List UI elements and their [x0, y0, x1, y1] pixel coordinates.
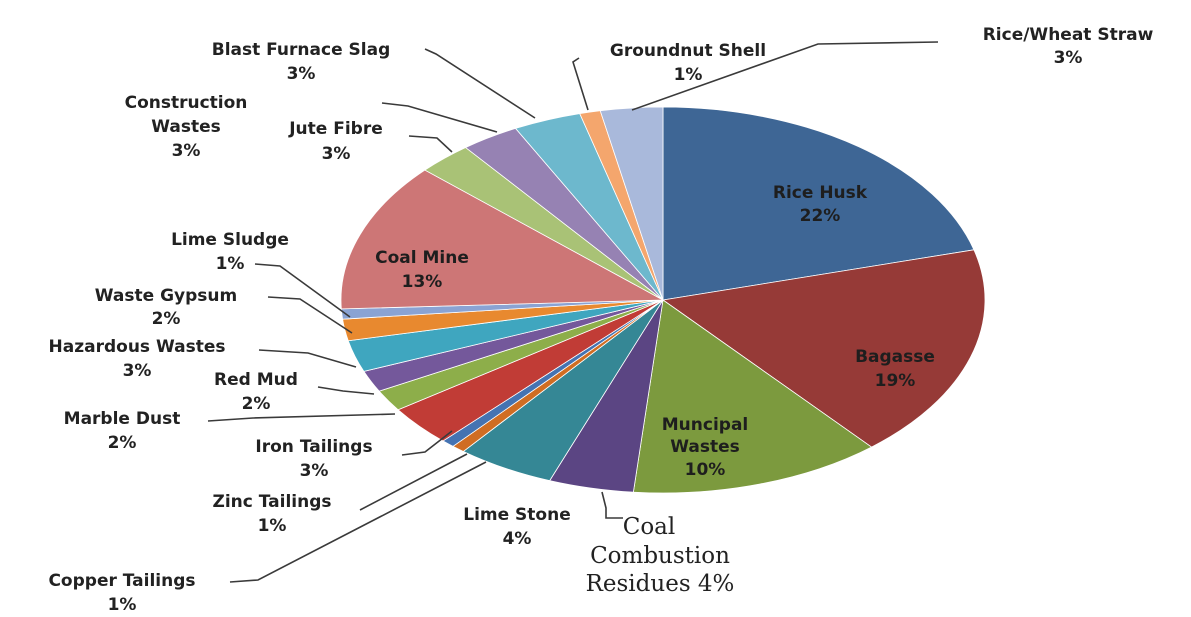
leader-line-rice-wheat-straw: [631, 41, 939, 111]
leader-line-blast-furnace-slag: [424, 48, 536, 119]
slice-label-waste-gypsum: Waste Gypsum: [95, 286, 237, 306]
slice-label-bagasse: Bagasse: [855, 347, 935, 367]
slice-value-coal-mine: 13%: [402, 272, 443, 292]
leader-line-groundnut-shell: [572, 57, 589, 111]
slice-value-hazardous-wastes: 3%: [123, 361, 152, 381]
slice-label-red-mud: Red Mud: [214, 370, 298, 390]
slice-label-groundnut-shell: Groundnut Shell: [610, 41, 766, 61]
leader-line-copper-tailings: [229, 461, 487, 583]
leader-line-waste-gypsum: [267, 296, 353, 334]
slice-label-rice-husk: Rice Husk: [773, 183, 868, 203]
slice-value-marble-dust: 2%: [108, 433, 137, 453]
slice-value-rice-wheat-straw: 3%: [1054, 48, 1083, 68]
leader-line-construction-wastes: [381, 102, 498, 133]
leader-line-red-mud: [317, 386, 375, 395]
slice-label-blast-furnace-slag: Blast Furnace Slag: [212, 40, 390, 60]
pie-slice-coal-mine: [340, 169, 665, 310]
leader-line-lime-sludge: [254, 263, 351, 318]
slice-value-lime-sludge: 1%: [216, 254, 245, 274]
slice-value-waste-gypsum: 2%: [152, 309, 181, 329]
slice-label-coal-combustion-residues-line3: Residues 4%: [586, 571, 735, 597]
leader-line-zinc-tailings: [359, 453, 468, 511]
leader-line-jute-fibre: [408, 135, 453, 153]
slice-value-red-mud: 2%: [242, 394, 271, 414]
slice-label-marble-dust: Marble Dust: [64, 409, 181, 429]
slice-value-construction-wastes: 3%: [172, 141, 201, 161]
slice-value-muncipal-wastes: 10%: [685, 460, 726, 480]
leader-line-hazardous-wastes: [258, 349, 357, 368]
leader-line-coal-combustion-residues: [601, 491, 623, 519]
leader-lines: [207, 41, 939, 583]
pie-slice-bagasse: [661, 249, 986, 448]
pie-slice-rice-wheat-straw: [599, 106, 664, 301]
slice-value-groundnut-shell: 1%: [674, 65, 703, 85]
pie-slices: [340, 106, 986, 494]
pie-slice-muncipal-wastes: [632, 299, 873, 494]
slice-value-bagasse: 19%: [875, 371, 916, 391]
slice-label-hazardous-wastes: Hazardous Wastes: [49, 337, 226, 357]
slice-label-muncipal-wastes-line2: Wastes: [670, 437, 740, 457]
slice-label-iron-tailings: Iron Tailings: [255, 437, 372, 457]
slice-label-zinc-tailings: Zinc Tailings: [213, 492, 332, 512]
slice-value-zinc-tailings: 1%: [258, 516, 287, 536]
slice-label-rice-wheat-straw: Rice/Wheat Straw: [983, 25, 1154, 45]
leader-line-iron-tailings: [401, 430, 453, 456]
slice-value-rice-husk: 22%: [800, 206, 841, 226]
slice-label-jute-fibre: Jute Fibre: [288, 119, 383, 139]
slice-label-copper-tailings: Copper Tailings: [48, 571, 195, 591]
slice-value-lime-stone: 4%: [503, 529, 532, 549]
slice-label-muncipal-wastes-line1: Muncipal: [662, 415, 749, 435]
slice-value-jute-fibre: 3%: [322, 144, 351, 164]
slice-label-construction-wastes-line1: Construction: [125, 93, 248, 113]
slice-value-blast-furnace-slag: 3%: [287, 64, 316, 84]
slice-label-coal-mine: Coal Mine: [375, 248, 469, 268]
slice-label-construction-wastes-line2: Wastes: [151, 117, 221, 137]
slice-label-coal-combustion-residues-line2: Combustion: [590, 543, 730, 569]
slice-value-iron-tailings: 3%: [300, 461, 329, 481]
slice-labels: Rice Husk 22% Bagasse 19% Muncipal Waste…: [48, 25, 1153, 615]
leader-line-marble-dust: [207, 413, 396, 422]
slice-label-coal-combustion-residues-line1: Coal: [623, 514, 676, 540]
slice-value-copper-tailings: 1%: [108, 595, 137, 615]
slice-label-lime-sludge: Lime Sludge: [171, 230, 289, 250]
slice-label-lime-stone: Lime Stone: [463, 505, 571, 525]
pie-slice-rice-husk: [662, 106, 975, 301]
